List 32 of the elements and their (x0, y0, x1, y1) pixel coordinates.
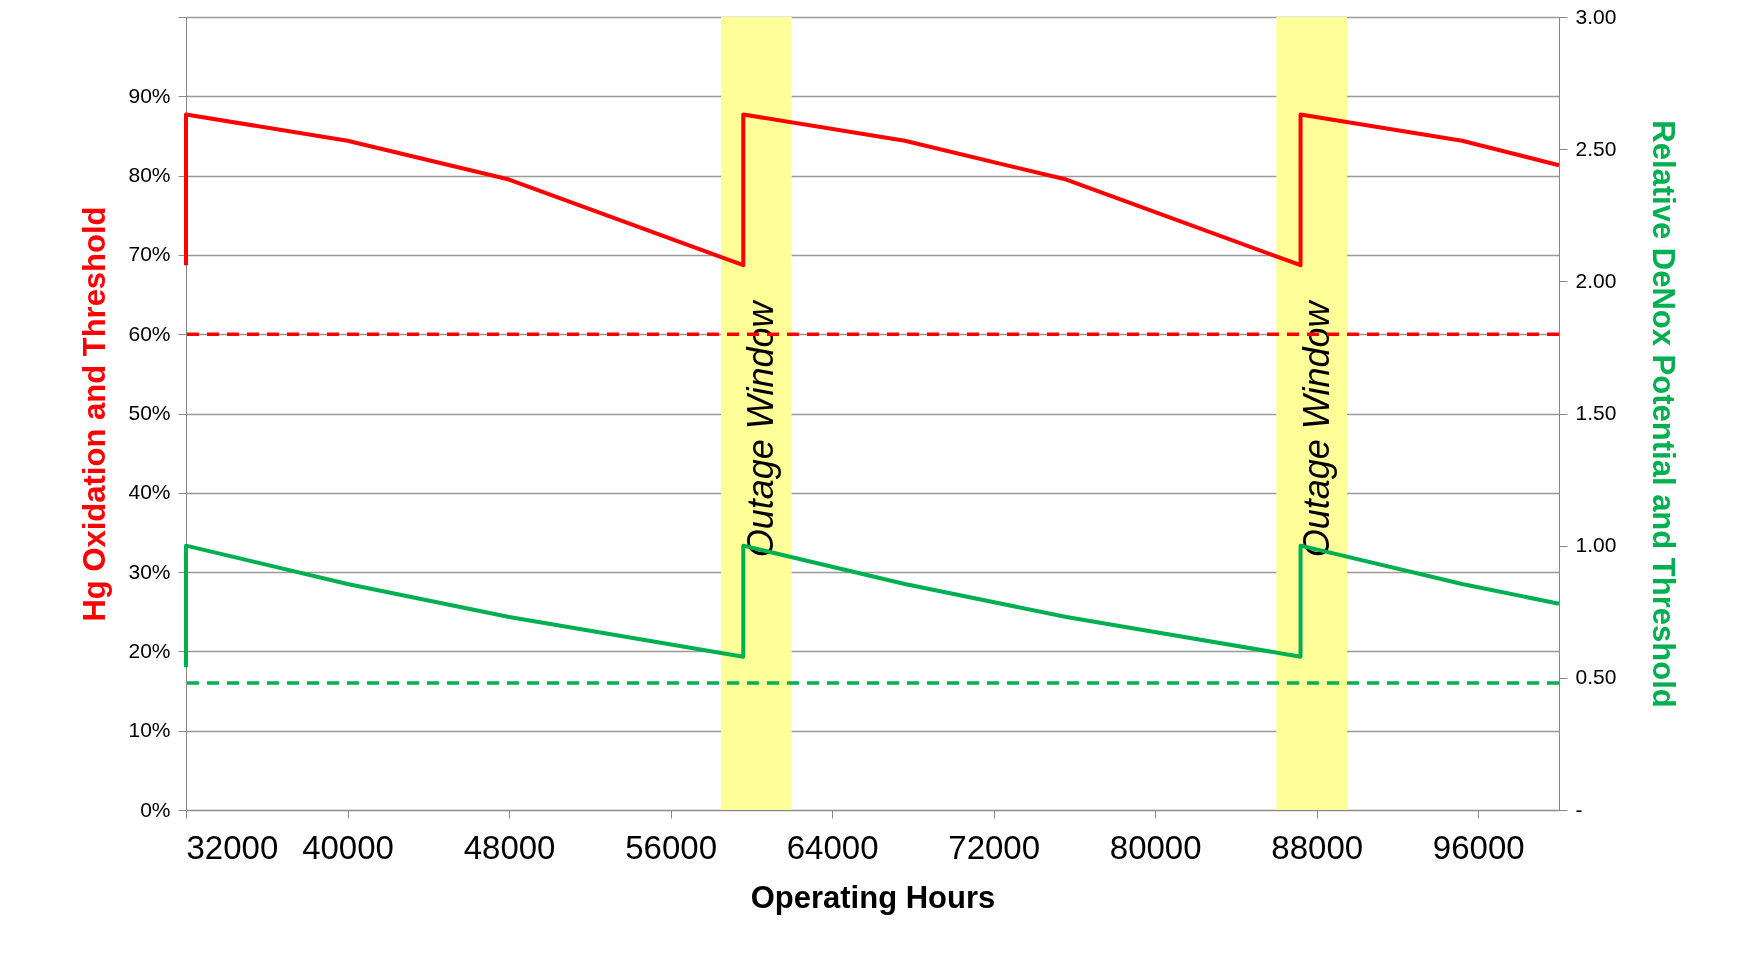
x-tick-label: 48000 (463, 828, 556, 866)
y-tick-label: 60% (128, 321, 171, 345)
x-tick-label: 64000 (786, 828, 879, 866)
y2-tick-label: 2.00 (1575, 268, 1617, 292)
x-tick-label: 96000 (1432, 828, 1525, 866)
y2-tick-label: - (1575, 797, 1583, 821)
y-tick-label: 40% (128, 480, 171, 504)
x-tick-label: 40000 (302, 828, 394, 866)
x-tick-label: 72000 (948, 828, 1041, 866)
x-tick-label: 32000 (186, 828, 279, 866)
x-tick-label: 80000 (1109, 828, 1202, 866)
x-tick-label: 56000 (625, 828, 717, 866)
line-series (184, 112, 1561, 268)
y-tick-label: 50% (128, 401, 171, 424)
y-tick-label: 80% (128, 163, 171, 187)
x-axis-title: Operating Hours (750, 879, 996, 915)
y-tick-label: 30% (128, 559, 171, 583)
y2-tick-label: 1.00 (1575, 533, 1617, 557)
y2-tick-label: 2.50 (1575, 136, 1617, 160)
band-label: Outage Window (1295, 299, 1337, 558)
y-tick-label: 90% (128, 83, 171, 107)
y2-tick-label: 0.50 (1575, 665, 1617, 689)
y-tick-label: 20% (128, 638, 171, 662)
band-label: Outage Window (740, 299, 782, 558)
y-tick-label: 0% (140, 797, 171, 821)
y-axis-title: Hg Oxidation and Threshold (77, 206, 113, 622)
y-tick-label: 10% (128, 718, 171, 742)
y2-tick-label: 1.50 (1575, 401, 1617, 424)
y-tick-label: 70% (128, 242, 171, 266)
x-tick-label: 88000 (1271, 828, 1364, 866)
y2-axis-title: Relative DeNox Potential and Threshold (1646, 120, 1682, 708)
y2-tick-label: 3.00 (1575, 4, 1617, 28)
